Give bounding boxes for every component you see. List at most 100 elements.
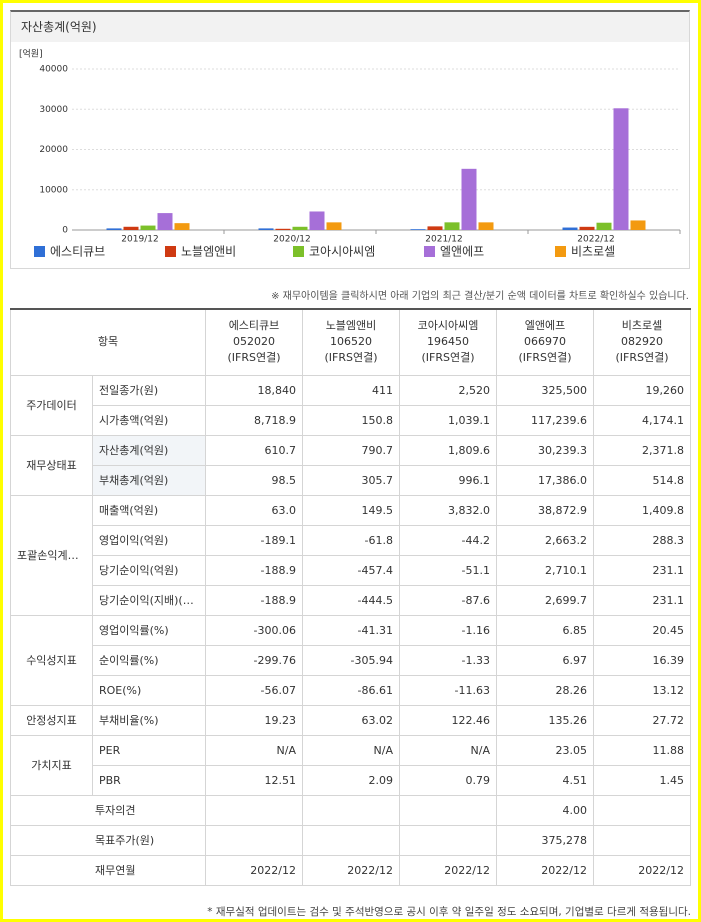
- value-cell: 30,239.3: [496, 434, 594, 466]
- column-code: 196450: [427, 335, 469, 349]
- value-cell: 6.85: [496, 614, 594, 646]
- value-cell: 11.88: [593, 734, 691, 766]
- value-cell: 149.5: [302, 494, 400, 526]
- value-cell: 2,710.1: [496, 554, 594, 586]
- group-label: 포괄손익계산서: [10, 494, 93, 616]
- column-name: 코아시아씨엠: [417, 319, 479, 333]
- value-cell: N/A: [205, 734, 303, 766]
- value-cell: 2,520: [399, 374, 497, 406]
- legend-label: 코아시아씨엠: [309, 245, 375, 259]
- value-cell: 2022/12: [399, 854, 497, 886]
- column-basis: (IFRS연결): [324, 351, 378, 365]
- x-tick-label: 2022/12: [577, 235, 614, 245]
- x-tick-label: 2020/12: [273, 235, 310, 245]
- value-cell: 305.7: [302, 464, 400, 496]
- bar: [174, 223, 190, 230]
- value-cell: -41.31: [302, 614, 400, 646]
- column-code: 066970: [524, 335, 566, 349]
- value-cell: -305.94: [302, 644, 400, 676]
- x-tick-label: 2021/12: [425, 235, 462, 245]
- value-cell: -56.07: [205, 674, 303, 706]
- value-cell: 231.1: [593, 554, 691, 586]
- column-header: 비츠로셀 082920 (IFRS연결): [593, 308, 691, 376]
- data-row: 포괄손익계산서 매출액(억원) 63.0 149.5 3,832.0 38,872.9 1,…: [10, 494, 691, 616]
- legend-item: 에스티큐브: [34, 245, 105, 259]
- y-tick-label: 0: [62, 226, 68, 236]
- item-label[interactable]: ROE(%): [92, 674, 206, 706]
- legend-item: 노블엠앤비: [165, 245, 236, 259]
- item-label: 재무연월: [10, 854, 206, 886]
- data-row: 가치지표 PER N/A N/A N/A 23.05 11.88: [10, 734, 691, 796]
- item-label[interactable]: 시가총액(억원): [92, 404, 206, 436]
- legend-item: 비츠로셀: [555, 245, 615, 259]
- footnote: * 재무실적 업데이트는 검수 및 주석반영으로 공시 이후 약 일주일 정도 …: [207, 906, 691, 918]
- value-cell: 23.05: [496, 734, 594, 766]
- bar: [309, 211, 325, 230]
- value-cell: 135.26: [496, 704, 594, 736]
- value-cell: [205, 794, 303, 826]
- item-label[interactable]: 영업이익(억원): [92, 524, 206, 556]
- value-cell: 13.12: [593, 674, 691, 706]
- data-row: 당기순이익(지배)(억원) -188.9 -444.5 -87.6 2,699.7 231…: [11, 584, 691, 616]
- value-cell: 2022/12: [496, 854, 594, 886]
- item-label[interactable]: 자산총계(억원): [92, 434, 206, 466]
- value-cell: 2.09: [302, 764, 400, 796]
- bar: [613, 108, 629, 230]
- column-name: 비츠로셀: [621, 319, 663, 333]
- value-cell: 4,174.1: [593, 404, 691, 436]
- value-cell: 16.39: [593, 644, 691, 676]
- value-cell: 38,872.9: [496, 494, 594, 526]
- legend-item: 코아시아씨엠: [293, 245, 375, 259]
- value-cell: -1.16: [399, 614, 497, 646]
- value-cell: N/A: [302, 734, 400, 766]
- bar: [478, 222, 494, 230]
- item-label[interactable]: 순이익률(%): [92, 644, 206, 676]
- bar: [140, 225, 156, 230]
- column-header: 엘앤에프 066970 (IFRS연결): [496, 308, 594, 376]
- item-label[interactable]: PBR: [92, 764, 206, 796]
- value-cell: 996.1: [399, 464, 497, 496]
- item-label[interactable]: 영업이익률(%): [92, 614, 206, 646]
- legend-swatch: [293, 246, 304, 257]
- value-cell: -444.5: [302, 584, 400, 616]
- value-cell: 610.7: [205, 434, 303, 466]
- value-cell: -189.1: [205, 524, 303, 556]
- item-label[interactable]: 부채총계(억원): [92, 464, 206, 496]
- y-tick-label: 30000: [39, 105, 68, 115]
- data-row: PBR 12.51 2.09 0.79 4.51 1.45: [11, 764, 691, 796]
- column-header: 코아시아씨엠 196450 (IFRS연결): [399, 308, 497, 376]
- value-cell: -457.4: [302, 554, 400, 586]
- value-cell: 17,386.0: [496, 464, 594, 496]
- value-cell: [302, 824, 400, 856]
- y-tick-label: 10000: [39, 185, 68, 195]
- item-label[interactable]: PER: [92, 734, 206, 766]
- value-cell: 19.23: [205, 704, 303, 736]
- column-basis: (IFRS연결): [227, 351, 281, 365]
- value-cell: 6.97: [496, 644, 594, 676]
- data-row: 재무상태표 자산총계(억원) 610.7 790.7 1,809.6 30,239.3 2,…: [10, 434, 691, 496]
- value-cell: N/A: [399, 734, 497, 766]
- bar: [630, 220, 646, 230]
- value-cell: [205, 824, 303, 856]
- value-cell: [399, 794, 497, 826]
- item-label[interactable]: 매출액(억원): [92, 494, 206, 526]
- value-cell: 19,260: [593, 374, 691, 406]
- value-cell: 18,840: [205, 374, 303, 406]
- item-label[interactable]: 부채비율(%): [92, 704, 206, 736]
- item-label[interactable]: 전일종가(원): [92, 374, 206, 406]
- y-axis-label: [억원]: [19, 48, 43, 60]
- item-label[interactable]: 당기순이익(억원): [92, 554, 206, 586]
- item-label: 투자의견: [10, 794, 206, 826]
- column-name: 엘앤에프: [524, 319, 566, 333]
- corner-header: 항목: [10, 308, 206, 376]
- value-cell: 790.7: [302, 434, 400, 466]
- data-table: 항목 에스티큐브 052020 (IFRS연결) 노블엠앤비 106520 (IFRS연결)…: [10, 308, 691, 886]
- value-cell: 2022/12: [302, 854, 400, 886]
- value-cell: 3,832.0: [399, 494, 497, 526]
- item-label[interactable]: 당기순이익(지배)(억원): [92, 584, 206, 616]
- value-cell: 98.5: [205, 464, 303, 496]
- data-row: 주가데이터 전일종가(원) 18,840 411 2,520 325,500 19,260: [10, 374, 691, 436]
- data-row: 목표주가(원) 375,278: [10, 824, 691, 856]
- value-cell: 325,500: [496, 374, 594, 406]
